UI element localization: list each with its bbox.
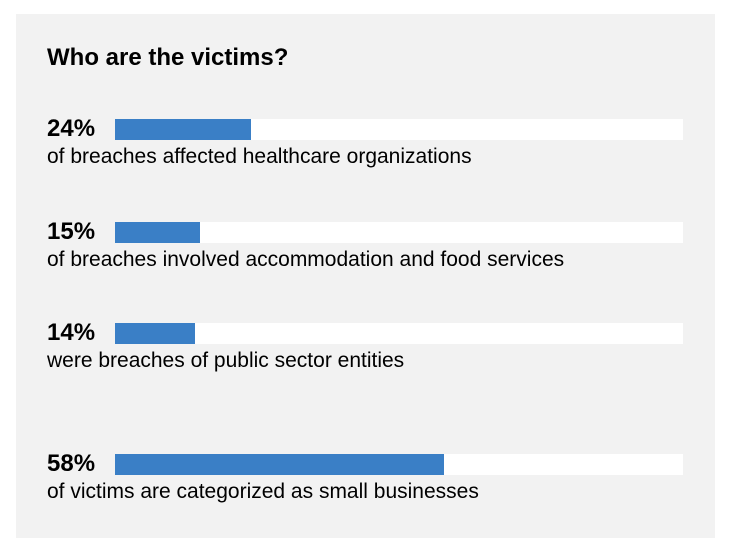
- stat-description: of breaches involved accommodation and f…: [47, 248, 565, 271]
- chart-title: Who are the victims?: [47, 44, 289, 71]
- bar-track: [115, 119, 683, 140]
- infographic-panel: Who are the victims? 24% of breaches aff…: [16, 14, 715, 538]
- bar-fill: [115, 222, 201, 243]
- bar-fill: [115, 119, 252, 140]
- stat-percent: 14%: [47, 319, 96, 346]
- bar-track: [115, 323, 683, 344]
- stat-healthcare: 24% of breaches affected healthcare orga…: [47, 115, 687, 168]
- stat-percent: 15%: [47, 218, 96, 245]
- stat-accommodation: 15% of breaches involved accommodation a…: [47, 218, 687, 271]
- stat-public-sector: 14% were breaches of public sector entit…: [47, 319, 687, 372]
- stat-description: were breaches of public sector entities: [47, 349, 405, 372]
- stat-percent: 58%: [47, 450, 96, 477]
- stat-description: of breaches affected healthcare organiza…: [47, 145, 472, 168]
- stat-description: of victims are categorized as small busi…: [47, 480, 479, 503]
- bar-fill: [115, 454, 445, 475]
- stat-small-business: 58% of victims are categorized as small …: [47, 450, 687, 503]
- bar-track: [115, 454, 683, 475]
- stat-percent: 24%: [47, 115, 96, 142]
- bar-track: [115, 222, 683, 243]
- bar-fill: [115, 323, 195, 344]
